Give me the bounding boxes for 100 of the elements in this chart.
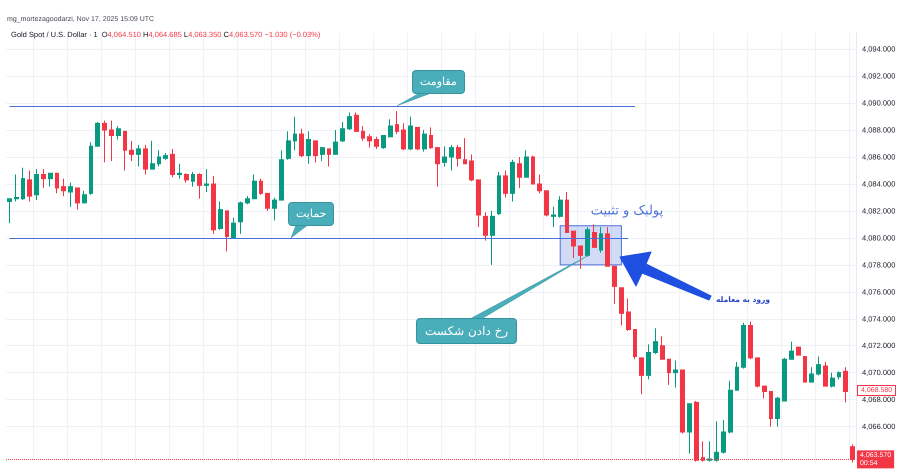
candlestick xyxy=(619,287,624,326)
candlestick xyxy=(381,134,386,150)
candlestick xyxy=(27,170,32,202)
candlestick xyxy=(639,357,644,395)
candlestick xyxy=(367,134,372,148)
candlestick xyxy=(136,144,141,167)
candlestick xyxy=(293,116,297,151)
candlestick xyxy=(75,188,80,210)
candlestick xyxy=(483,212,488,242)
candlestick xyxy=(524,150,529,178)
candlestick xyxy=(782,357,787,402)
candlestick xyxy=(803,356,807,383)
candlestick xyxy=(327,148,331,167)
candlestick xyxy=(211,175,216,234)
candlestick xyxy=(116,126,121,140)
candlestick xyxy=(395,110,399,135)
candlestick xyxy=(21,167,25,201)
candlestick xyxy=(177,163,182,180)
candlestick xyxy=(680,369,685,434)
candlestick xyxy=(605,226,610,267)
candlestick xyxy=(456,144,461,167)
candlestick xyxy=(626,298,631,332)
candlestick xyxy=(415,126,420,151)
candlestick xyxy=(218,200,223,230)
candlestick xyxy=(435,147,440,188)
candlestick xyxy=(299,128,304,158)
candlestick xyxy=(89,142,93,196)
candlestick xyxy=(55,172,59,194)
candlestick xyxy=(585,226,590,258)
candlestick xyxy=(667,358,671,386)
candlestick xyxy=(14,174,19,202)
candlestick xyxy=(123,130,127,171)
candlestick xyxy=(796,346,801,356)
candlestick xyxy=(599,226,603,254)
candlestick xyxy=(408,116,413,151)
candlestick xyxy=(429,126,433,150)
candlestick xyxy=(61,178,66,197)
candlestick xyxy=(442,146,447,167)
candlestick xyxy=(837,370,841,380)
candlestick xyxy=(197,172,202,200)
candlestick xyxy=(388,118,393,138)
candlestick xyxy=(320,147,325,162)
candlestick xyxy=(612,266,617,304)
candlestick xyxy=(741,322,746,370)
candlestick xyxy=(102,120,107,163)
candlestick xyxy=(755,357,760,388)
candlestick xyxy=(517,156,522,189)
candlestick xyxy=(571,230,576,259)
candlestick xyxy=(762,386,767,399)
candlestick xyxy=(830,372,835,388)
ref-line-label: حمایت xyxy=(288,202,334,226)
band-label: پولبک و تثبیت xyxy=(590,203,664,218)
candlestick xyxy=(231,217,236,238)
candlestick xyxy=(340,121,345,143)
candlestick xyxy=(463,138,467,164)
candlestick xyxy=(354,112,359,132)
candlestick xyxy=(41,168,46,189)
candlestick xyxy=(673,360,678,388)
candlestick xyxy=(184,172,189,184)
candlestick xyxy=(170,148,175,178)
candlestick xyxy=(687,403,692,454)
candlestick xyxy=(306,130,311,164)
annotation: رخ دادن شکست xyxy=(416,318,518,344)
candlestick xyxy=(721,419,726,454)
candlestick xyxy=(469,154,474,182)
candlestick xyxy=(374,136,379,150)
candlestick xyxy=(361,126,365,142)
candlestick xyxy=(592,224,597,248)
candlestick xyxy=(95,121,100,147)
candlestick xyxy=(7,198,12,224)
candlestick xyxy=(510,159,515,202)
candlestick xyxy=(191,171,195,188)
candlestick xyxy=(775,396,780,428)
candlestick xyxy=(245,196,250,205)
candlestick xyxy=(809,366,814,383)
candlestick xyxy=(558,196,563,218)
candlestick xyxy=(68,182,73,208)
candlestick xyxy=(769,391,773,428)
candlestick xyxy=(163,152,168,160)
candlestick xyxy=(259,178,263,196)
candlestick xyxy=(476,179,481,228)
candlestick xyxy=(422,130,427,152)
candlestick xyxy=(272,196,277,221)
candlestick xyxy=(565,192,569,233)
candlestick xyxy=(578,245,583,270)
candlestick xyxy=(816,356,821,376)
candlestick xyxy=(503,170,508,198)
candlestick xyxy=(531,155,535,184)
candlestick xyxy=(333,130,338,155)
candlestick xyxy=(789,341,794,360)
candlestick xyxy=(82,190,87,204)
candlestick xyxy=(544,190,549,217)
candlestick xyxy=(660,336,665,360)
candlestick xyxy=(748,320,753,360)
candlestick xyxy=(537,174,542,194)
candlestick xyxy=(653,328,658,354)
candlestick xyxy=(347,112,352,131)
candlestick xyxy=(286,130,291,160)
candlestick xyxy=(490,210,495,266)
candlestick xyxy=(843,366,848,403)
